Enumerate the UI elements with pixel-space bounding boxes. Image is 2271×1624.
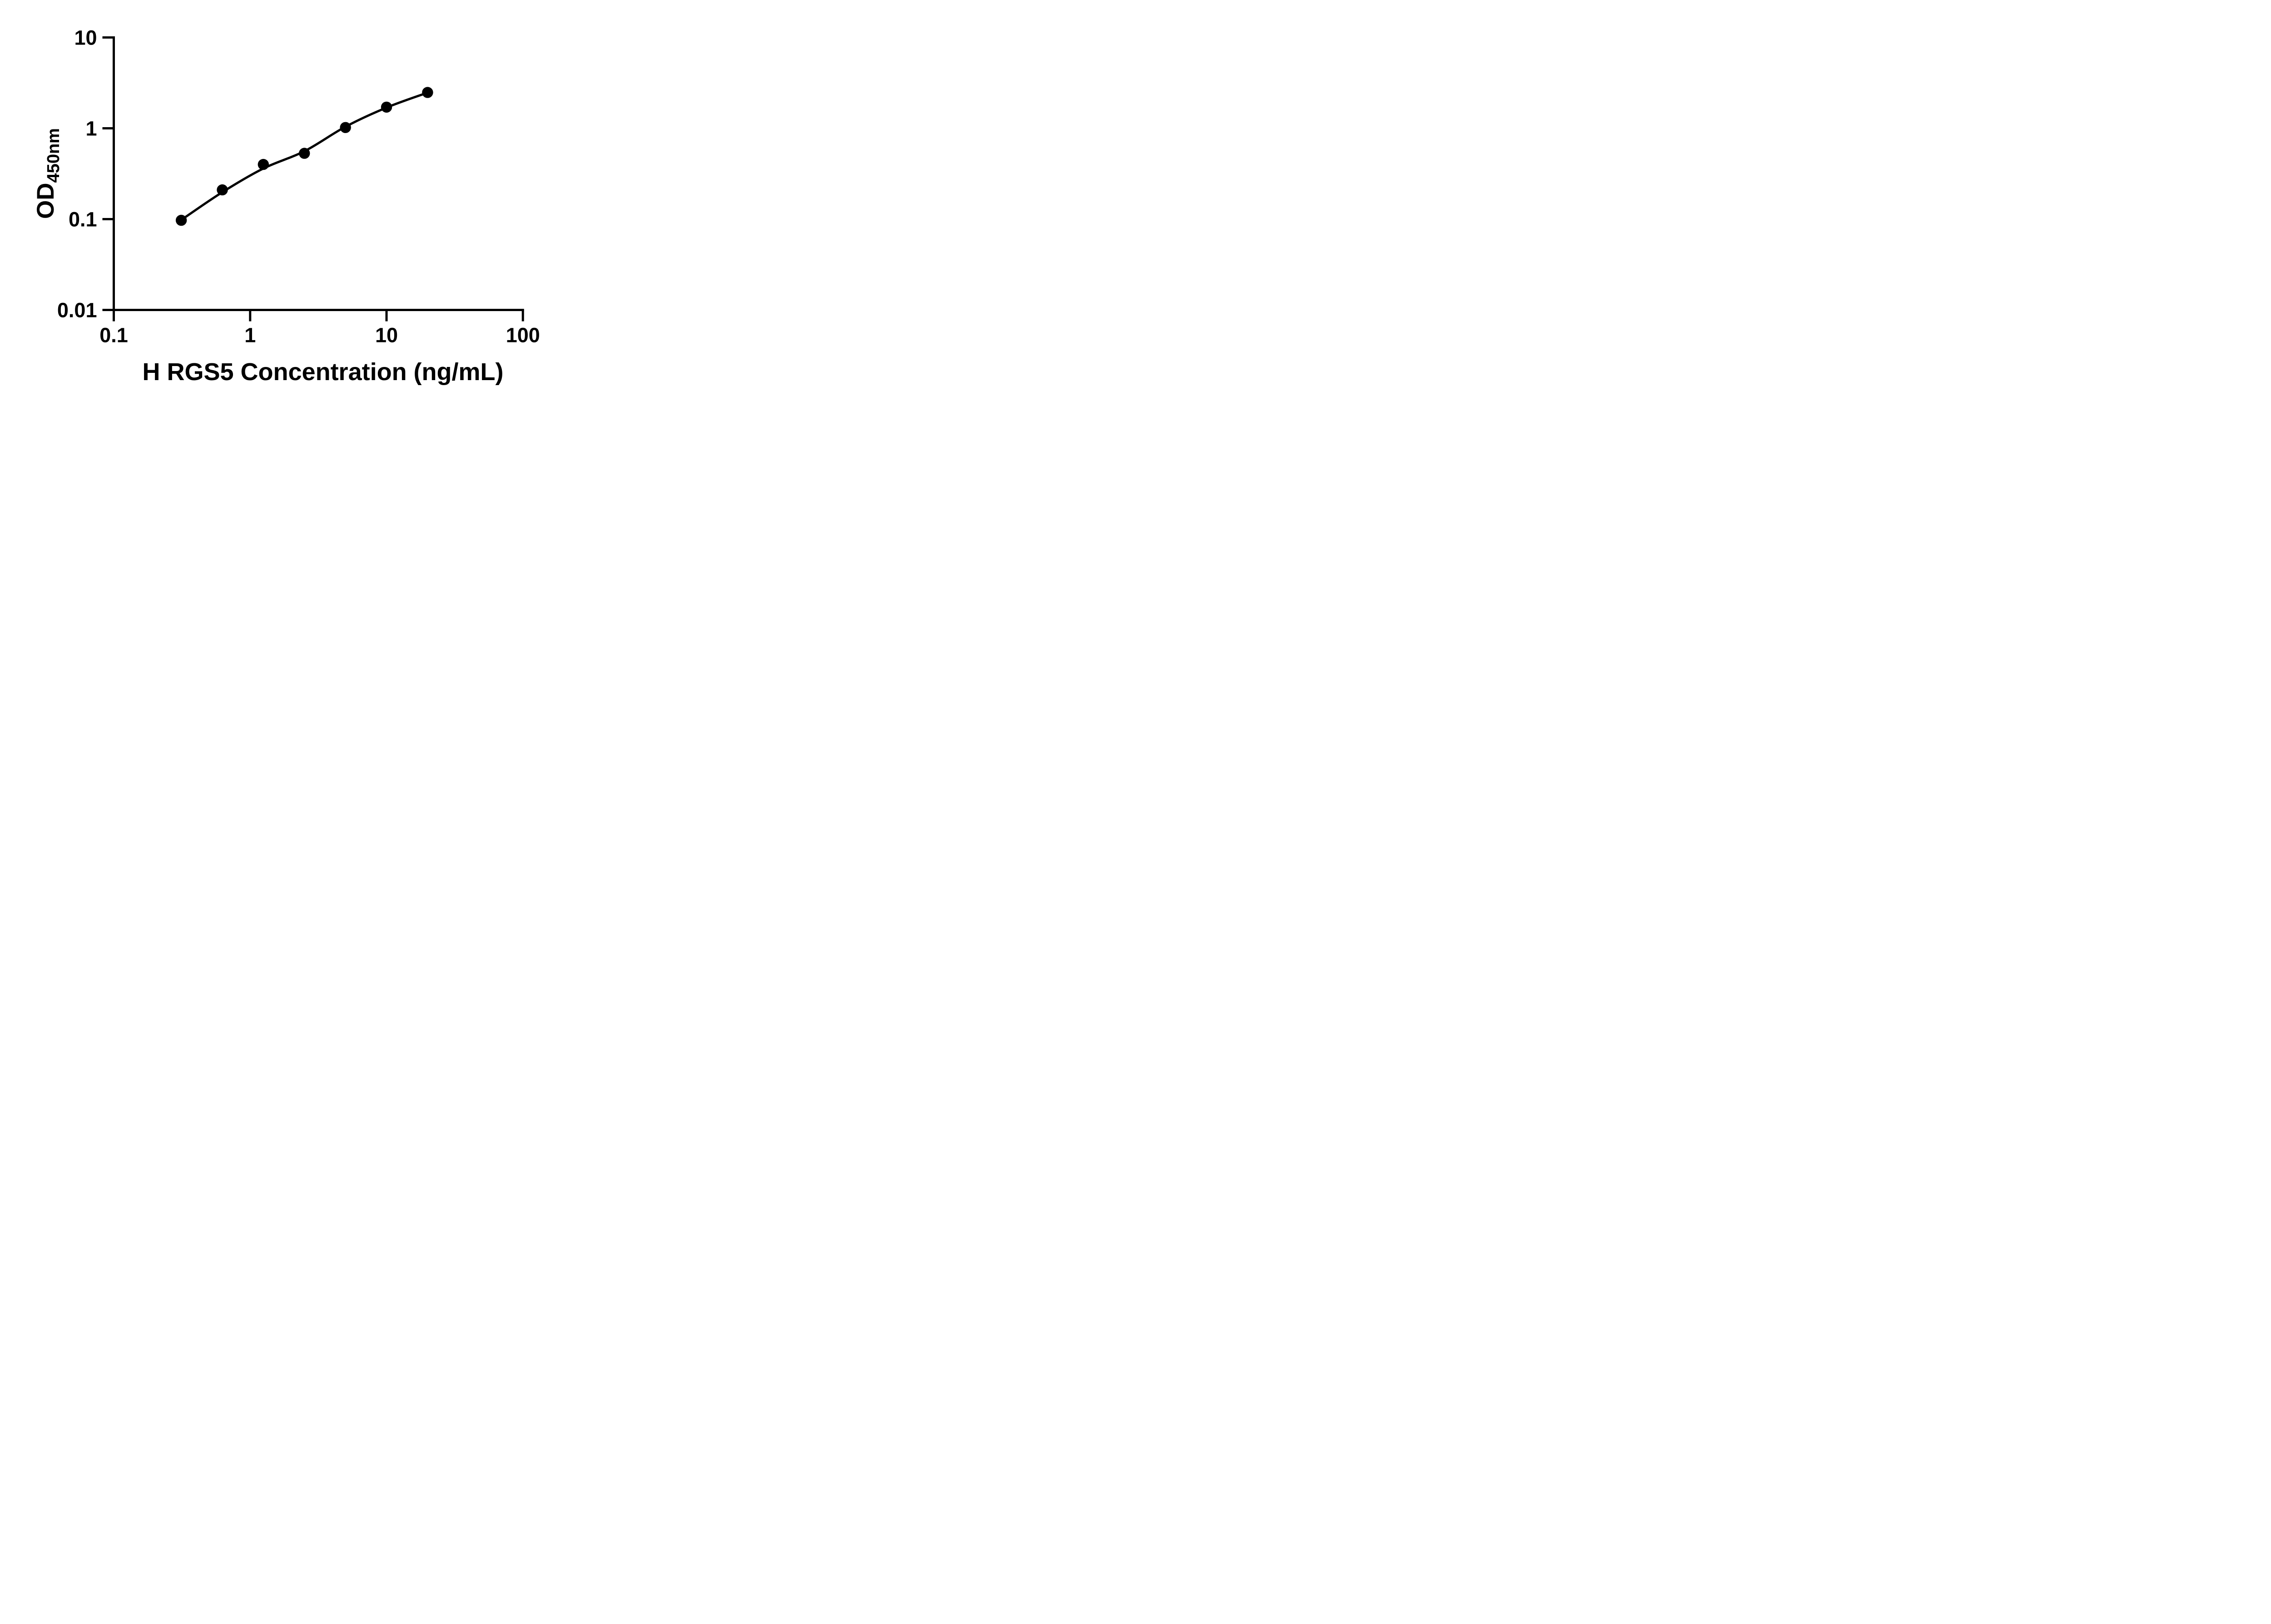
x-tick-label: 0.1 xyxy=(99,324,128,347)
y-axis-title-subscript: 450nm xyxy=(44,128,63,183)
data-point-marker xyxy=(381,101,392,113)
x-tick-label: 10 xyxy=(375,324,398,347)
tick-marks xyxy=(102,36,524,322)
y-tick-label: 0.01 xyxy=(57,299,97,322)
y-tick-label: 0.1 xyxy=(69,208,97,231)
y-tick-label: 10 xyxy=(74,26,97,50)
elisa-standard-curve-figure: 10 1 0.1 0.01 0.1 1 10 100 OD450nm H RGS5 Conce… xyxy=(0,0,587,406)
data-point-marker xyxy=(299,148,310,159)
axes xyxy=(113,36,524,311)
data-points xyxy=(175,87,433,226)
data-point-marker xyxy=(340,122,351,133)
data-point-marker xyxy=(258,158,269,170)
y-tick-label: 1 xyxy=(85,117,97,140)
x-tick-label: 100 xyxy=(506,324,540,347)
y-axis-title-main: OD xyxy=(32,183,59,219)
data-point-marker xyxy=(175,214,187,226)
x-axis-title: H RGS5 Concentration (ng/mL) xyxy=(143,358,504,386)
x-tick-label: 1 xyxy=(244,324,256,347)
data-point-marker xyxy=(217,184,228,196)
data-point-marker xyxy=(422,87,433,98)
y-axis-title: OD450nm xyxy=(32,128,63,219)
